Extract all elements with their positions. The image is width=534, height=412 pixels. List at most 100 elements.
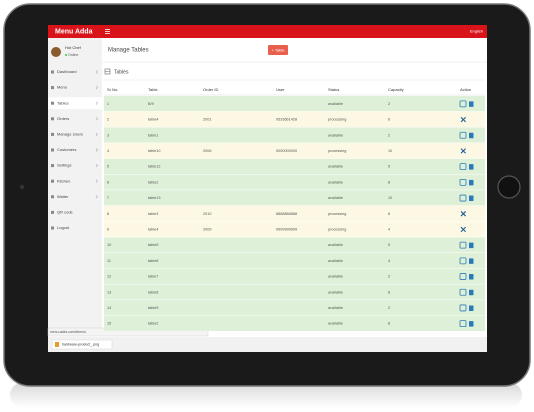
camera — [19, 184, 25, 190]
delete-button[interactable] — [469, 179, 474, 186]
brand[interactable]: Menu Adda — [55, 28, 93, 35]
add-button[interactable] — [268, 45, 288, 55]
table-cell: table4 — [148, 227, 158, 231]
cancel-button[interactable] — [460, 148, 466, 154]
table-cell: table6 — [148, 259, 158, 263]
delete-button[interactable] — [469, 101, 474, 107]
sidebar-icon — [51, 101, 54, 105]
column-header: Action — [460, 87, 471, 92]
avatar — [51, 47, 61, 57]
delete-button[interactable] — [469, 305, 474, 311]
cancel-button[interactable] — [460, 226, 466, 233]
edit-button[interactable] — [459, 320, 467, 328]
table-cell: 2 — [388, 275, 390, 279]
language[interactable]: English — [470, 29, 483, 34]
edit-button[interactable] — [459, 257, 467, 265]
sidebar-item[interactable]: Manage Users — [57, 131, 83, 136]
table-cell: table13 — [148, 196, 160, 200]
download-item[interactable] — [51, 339, 113, 350]
add-button-label[interactable]: + Table — [272, 48, 286, 53]
table-cell: available — [328, 102, 343, 106]
sidebar-icon — [51, 210, 54, 214]
table-cell: available — [328, 180, 343, 184]
edit-button[interactable] — [459, 163, 467, 171]
table-cell: 5 — [388, 243, 390, 247]
edit-button[interactable] — [459, 100, 467, 108]
home-button[interactable] — [497, 175, 521, 199]
table-cell: 8 — [388, 290, 390, 294]
table-cell: table5 — [148, 243, 158, 247]
delete-button[interactable] — [469, 242, 474, 249]
user-name: Hot Chef — [65, 45, 82, 50]
table-cell: 8888888888 — [276, 212, 297, 216]
table-cell: 8 — [107, 212, 109, 216]
chevron — [95, 117, 98, 121]
delete-button[interactable] — [469, 321, 474, 327]
table-cell: 3 — [107, 133, 109, 137]
table-cell: processing — [328, 118, 346, 122]
sidebar-item[interactable]: Customers — [57, 147, 76, 152]
table-cell: 2 — [388, 306, 390, 310]
chevron — [95, 101, 98, 105]
table-cell: 10 — [388, 149, 392, 153]
sidebar-item[interactable]: Settings — [57, 163, 71, 168]
cancel-button[interactable] — [460, 211, 466, 217]
table-cell: table7 — [148, 275, 158, 279]
table-cell: table2 — [148, 180, 158, 184]
column-header: Table — [148, 87, 158, 92]
sidebar-icon — [51, 179, 54, 183]
sidebar-item[interactable]: Logout — [57, 225, 70, 230]
table-cell: 9999999999 — [276, 227, 297, 231]
sidebar-icon — [51, 117, 54, 121]
delete-button[interactable] — [469, 195, 474, 202]
table-cell: 8 — [388, 322, 390, 326]
table-row — [104, 190, 485, 206]
delete-button[interactable] — [469, 258, 474, 264]
table-cell: available — [328, 165, 343, 169]
sidebar-item[interactable]: Orders — [57, 116, 69, 121]
sidebar-item[interactable]: Waiter — [57, 194, 69, 199]
table-cell: table3 — [148, 212, 158, 216]
edit-button[interactable] — [459, 304, 467, 312]
delete-button[interactable] — [469, 274, 474, 280]
chevron — [95, 132, 98, 137]
chevron — [95, 85, 98, 90]
edit-button[interactable] — [459, 273, 467, 280]
table-cell: 6 — [107, 180, 109, 184]
table-cell: table8 — [148, 290, 158, 294]
online-dot — [65, 54, 67, 56]
column-header: User — [276, 87, 285, 92]
cancel-button[interactable] — [460, 116, 466, 123]
table-cell: available — [328, 243, 343, 247]
sidebar-item[interactable]: Tables — [57, 100, 69, 105]
delete-button[interactable] — [469, 132, 474, 139]
table-cell: available — [328, 133, 343, 137]
delete-button[interactable] — [469, 164, 474, 170]
table-cell: 2 — [107, 118, 109, 122]
delete-button[interactable] — [469, 289, 474, 296]
menu-toggle[interactable] — [105, 29, 110, 34]
download-name[interactable]: hardware-product_.png — [62, 342, 99, 346]
user-status: Online — [68, 53, 78, 57]
table-row — [104, 205, 485, 222]
chevron — [95, 148, 98, 152]
edit-button[interactable] — [459, 288, 467, 296]
panel-title: Tables — [114, 69, 129, 75]
sidebar-item[interactable]: QR code — [57, 209, 74, 214]
table-cell: 14 — [107, 306, 111, 310]
sidebar-item[interactable]: Kitchen — [57, 178, 70, 183]
table-row — [104, 158, 485, 174]
table-cell: 2010 — [203, 212, 211, 216]
table-cell: available — [328, 306, 343, 310]
sidebar-item[interactable]: Dashboard — [57, 69, 77, 74]
sidebar-icon — [51, 226, 54, 230]
edit-button[interactable] — [459, 178, 467, 186]
table-cell: 6 — [388, 118, 390, 122]
edit-button[interactable] — [459, 194, 467, 202]
sidebar-item[interactable]: Menu — [57, 85, 67, 90]
edit-button[interactable] — [459, 131, 467, 139]
table-cell: available — [328, 259, 343, 263]
table-row — [104, 237, 485, 253]
edit-button[interactable] — [459, 241, 467, 249]
